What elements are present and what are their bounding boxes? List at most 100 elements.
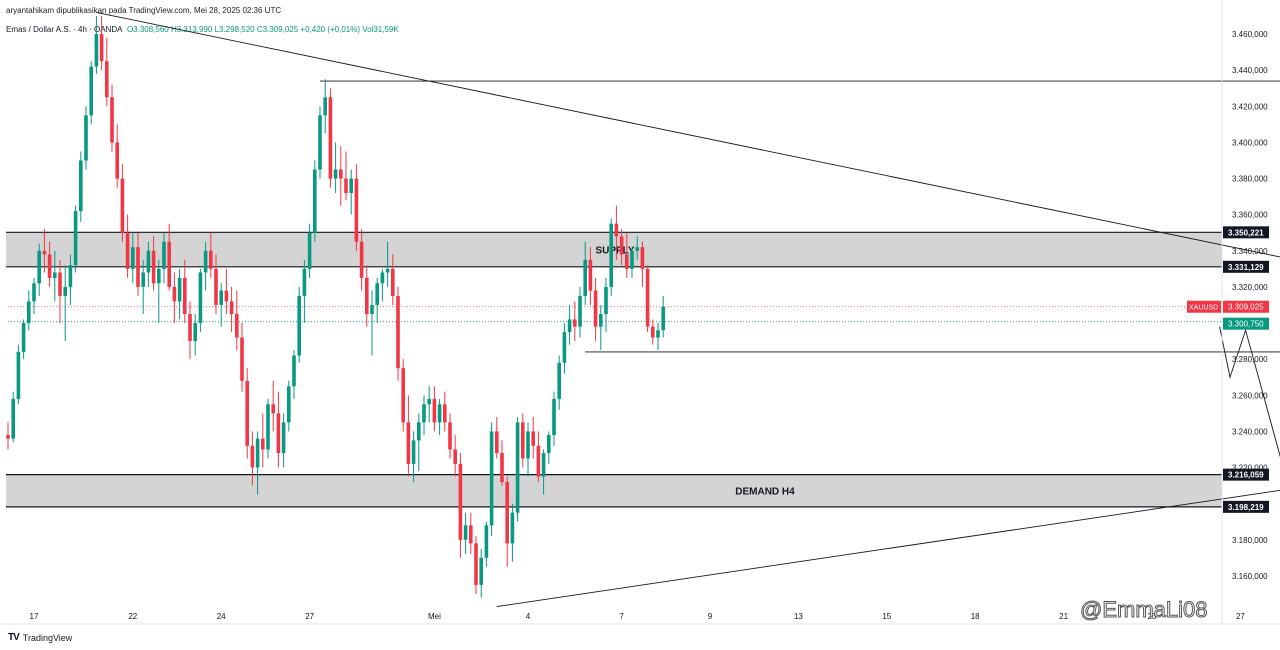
candle-body [469,525,473,544]
candle-body [281,422,286,454]
candle [588,247,593,305]
candle [536,431,541,482]
candle [635,236,639,260]
time-axis: 17222427Mei47913151821232729Jun4 [0,612,1280,625]
time-tick-label: 4 [526,612,531,621]
candle [214,254,218,314]
candle-body [94,34,99,67]
candle [47,241,52,287]
candle-body [578,295,582,327]
price-tick-label: 3.380,000 [1232,175,1268,184]
candle [656,323,660,351]
time-tick-label: 18 [971,612,980,621]
candle [193,314,197,356]
candle [370,290,374,356]
candle [489,422,494,537]
candle-body [120,178,125,233]
candle-body [406,422,411,464]
candle [271,380,275,432]
candle-body [458,463,463,540]
candle [209,232,213,278]
candle-body [547,435,551,454]
candle [510,503,515,562]
candle-body [370,304,374,314]
time-tick-label: 15 [882,612,891,621]
candle-body [167,241,171,287]
candle [573,301,577,342]
candle-body [255,438,260,468]
candle-body [177,277,182,302]
candle-body [131,247,135,269]
tradingview-footer[interactable]: TV TradingView [8,632,72,643]
price-tick-label: 3.160,000 [1232,572,1268,581]
price-tick-label: 3.220,000 [1232,464,1268,473]
candle-body [105,61,109,98]
candle-body [125,232,130,269]
candle-body [573,319,577,327]
zone-label: SUPPLY [595,246,634,257]
candle [531,416,535,459]
candle [349,169,353,215]
candle [37,243,41,296]
candle-body [79,160,83,212]
candle [645,265,650,333]
candle [562,323,567,374]
candle [599,304,603,351]
candle-body [391,268,395,296]
candle-body [16,351,21,399]
candle [505,476,509,567]
candle [479,548,483,598]
candle [11,391,15,443]
candle-body [505,481,509,544]
candle [287,380,291,432]
projection-path-2 [1219,326,1280,458]
symbol-legend: Emas / Dollar A.S. · 4h · OANDA O3.308,5… [6,25,399,34]
candle [578,286,582,338]
candle [292,350,296,399]
price-tick-label: 3.360,000 [1232,211,1268,220]
candle-body [422,404,426,423]
candle [183,259,187,324]
candle [375,277,379,324]
candle [458,453,463,558]
candle-body [609,223,613,287]
candle [167,223,171,291]
candle [120,164,125,242]
candle [141,259,145,314]
price-tag [1223,317,1269,330]
zone-price-tag-text: 3.331,129 [1228,263,1264,272]
tradingview-logo-icon: TV [8,632,20,643]
candle-body [604,286,608,314]
candle-body [365,277,369,314]
candle [73,205,78,273]
candle [380,268,385,302]
price-labels: 3.350,221 3.331,129 3.216,059 3.198,219 XAUU… [1187,226,1269,513]
zone-price-tag [1223,226,1269,239]
candle [198,268,203,333]
candle-body [526,431,530,459]
trendlines-layer [8,11,1280,608]
candle [323,79,327,134]
time-tick-label: Mei [428,612,441,621]
candle-body [521,422,525,459]
candle-body [188,314,192,342]
candle-body [73,211,78,266]
candle-body [162,241,166,269]
candle [6,422,10,450]
candle [229,286,234,333]
candle-body [500,453,504,482]
candle [110,84,114,152]
price-tick-label: 3.240,000 [1232,427,1268,436]
candle [391,254,395,305]
candle [619,229,624,266]
price-axis: 3.460,000 3.440,000 3.420,000 3.400,000 3.38… [1221,0,1268,624]
candle [302,259,307,324]
candle-body [27,301,31,324]
candle [84,106,88,170]
candle-body [411,440,416,464]
candle [583,241,587,305]
brand-name: TradingView [22,632,73,643]
candle-body [536,445,541,477]
candle-body [448,422,452,450]
